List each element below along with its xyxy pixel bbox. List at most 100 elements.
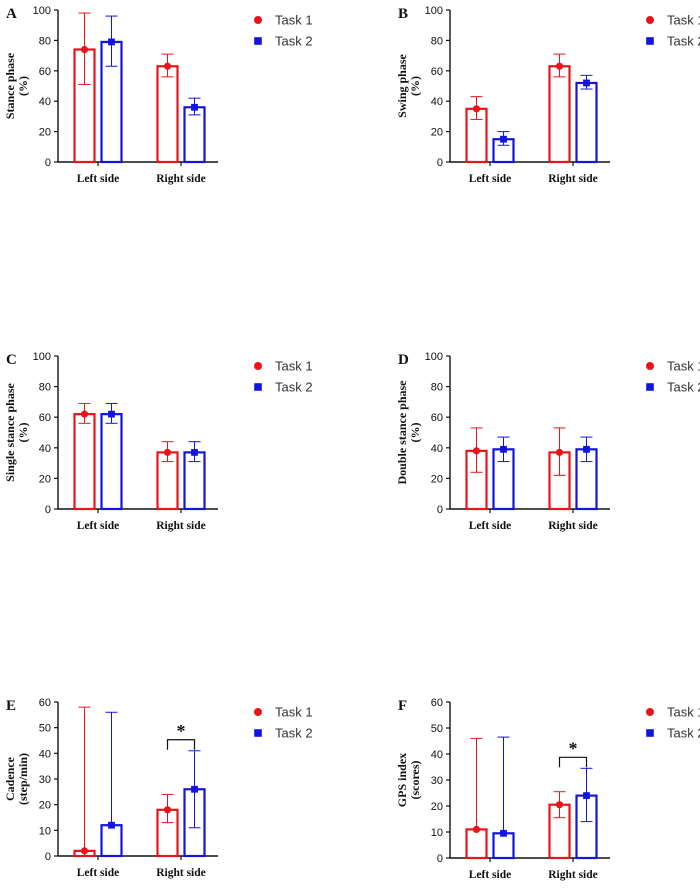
legend: Task 1 Task 2 [254,13,313,49]
bar-2 [183,106,206,164]
legend-marker-task2 [646,383,654,391]
legend-label-task2: Task 2 [667,34,700,49]
legend-label-task1: Task 1 [667,359,700,374]
legend-label-task1: Task 1 [275,705,313,720]
legend-label-task1: Task 1 [275,359,313,374]
y-tick-label: 100 [425,351,443,363]
y-axis-unit: (%) [408,76,422,96]
significance-star: * [177,721,186,741]
y-tick-label: 100 [33,5,51,17]
y-tick-label: 20 [39,473,51,485]
point-task1 [472,105,481,113]
panel-label: C [6,352,17,368]
legend-label-task2: Task 2 [275,34,313,49]
y-axis-unit: (%) [16,76,30,96]
legend-label-task1: Task 1 [667,705,700,720]
point-task2 [583,79,590,87]
y-tick-label: 0 [45,157,51,169]
legend-marker-task2 [254,383,262,391]
y-axis-unit: (step/min) [16,753,30,805]
y-axis-label: GPS index [395,753,409,807]
bar-1 [73,413,96,511]
y-tick-label: 80 [431,35,443,47]
y-tick-label: 80 [431,382,443,394]
y-tick-label: 50 [431,723,443,735]
significance-bracket [558,756,588,768]
point-task2 [108,410,115,418]
panel-label: A [6,6,17,22]
bar-1 [465,828,488,860]
y-tick-label: 80 [39,382,51,394]
x-tick-label: Right side [548,520,598,532]
legend-marker-task1 [254,362,262,370]
y-axis-unit: (%) [16,423,30,443]
y-tick-label: 10 [39,825,51,837]
y-tick-label: 0 [45,851,51,863]
legend-marker-task1 [646,16,654,24]
x-tick-label: Left side [77,867,119,879]
point-task2 [191,448,198,456]
y-tick-label: 60 [39,412,51,424]
y-tick-label: 40 [39,96,51,108]
legend-label-task1: Task 1 [667,13,700,28]
x-tick-label: Right side [156,173,206,185]
y-tick-label: 0 [437,157,443,169]
bar-2 [100,413,123,511]
x-tick-label: Right side [548,869,598,881]
legend-marker-task2 [254,37,262,45]
significance-bracket [166,739,196,750]
y-tick-label: 60 [431,697,443,709]
bar-2 [100,824,123,858]
panel-label: E [6,698,16,714]
y-tick-label: 80 [39,35,51,47]
legend-marker-task2 [646,37,654,45]
y-tick-label: 40 [431,749,443,761]
legend: Task 1 Task 2 [254,359,313,395]
legend: Task 1 Task 2 [646,359,700,395]
point-task2 [500,135,507,143]
y-tick-label: 40 [39,443,51,455]
panel-c: C Single stance phase (%) 0 20 40 60 80 100 Left … [3,351,313,532]
y-tick-label: 20 [39,127,51,139]
point-task1 [555,801,564,809]
bar-1 [156,65,179,164]
point-task1 [472,825,481,834]
y-tick-label: 0 [45,504,51,516]
panel-e: E Cadence (step/min) 0 10 20 30 40 50 60 Left side… [3,697,313,879]
y-tick-label: 40 [431,443,443,455]
panel-label: D [398,352,409,368]
y-tick-label: 40 [39,748,51,760]
point-task2 [191,103,198,111]
y-tick-label: 20 [39,800,51,812]
point-task1 [163,62,172,70]
y-tick-label: 0 [437,504,443,516]
point-task1 [80,45,89,54]
legend-marker-task1 [646,362,654,370]
x-tick-label: Left side [469,520,511,532]
y-axis-label: Single stance phase [3,382,17,481]
bar-1 [548,65,571,164]
point-task1 [80,847,89,855]
legend-marker-task1 [254,708,262,716]
legend-marker-task2 [646,729,654,737]
bar-2 [492,832,515,860]
panel-f: F GPS index (scores) 0 10 20 30 40 50 60 Left side… [395,697,700,881]
y-tick-label: 40 [431,96,443,108]
y-tick-label: 10 [431,827,443,839]
point-task2 [108,821,115,829]
y-tick-label: 60 [39,697,51,709]
point-task1 [555,62,564,70]
x-tick-label: Left side [469,869,511,881]
x-tick-label: Right side [548,173,598,185]
legend-label-task2: Task 2 [275,726,313,741]
point-task2 [500,829,507,837]
legend-label-task2: Task 2 [667,380,700,395]
x-tick-label: Right side [156,520,206,532]
panel-label: F [398,698,407,714]
legend-marker-task2 [254,729,262,737]
y-tick-label: 0 [437,853,443,865]
legend-label-task2: Task 2 [667,726,700,741]
y-tick-label: 100 [425,5,443,17]
point-task2 [583,792,590,799]
